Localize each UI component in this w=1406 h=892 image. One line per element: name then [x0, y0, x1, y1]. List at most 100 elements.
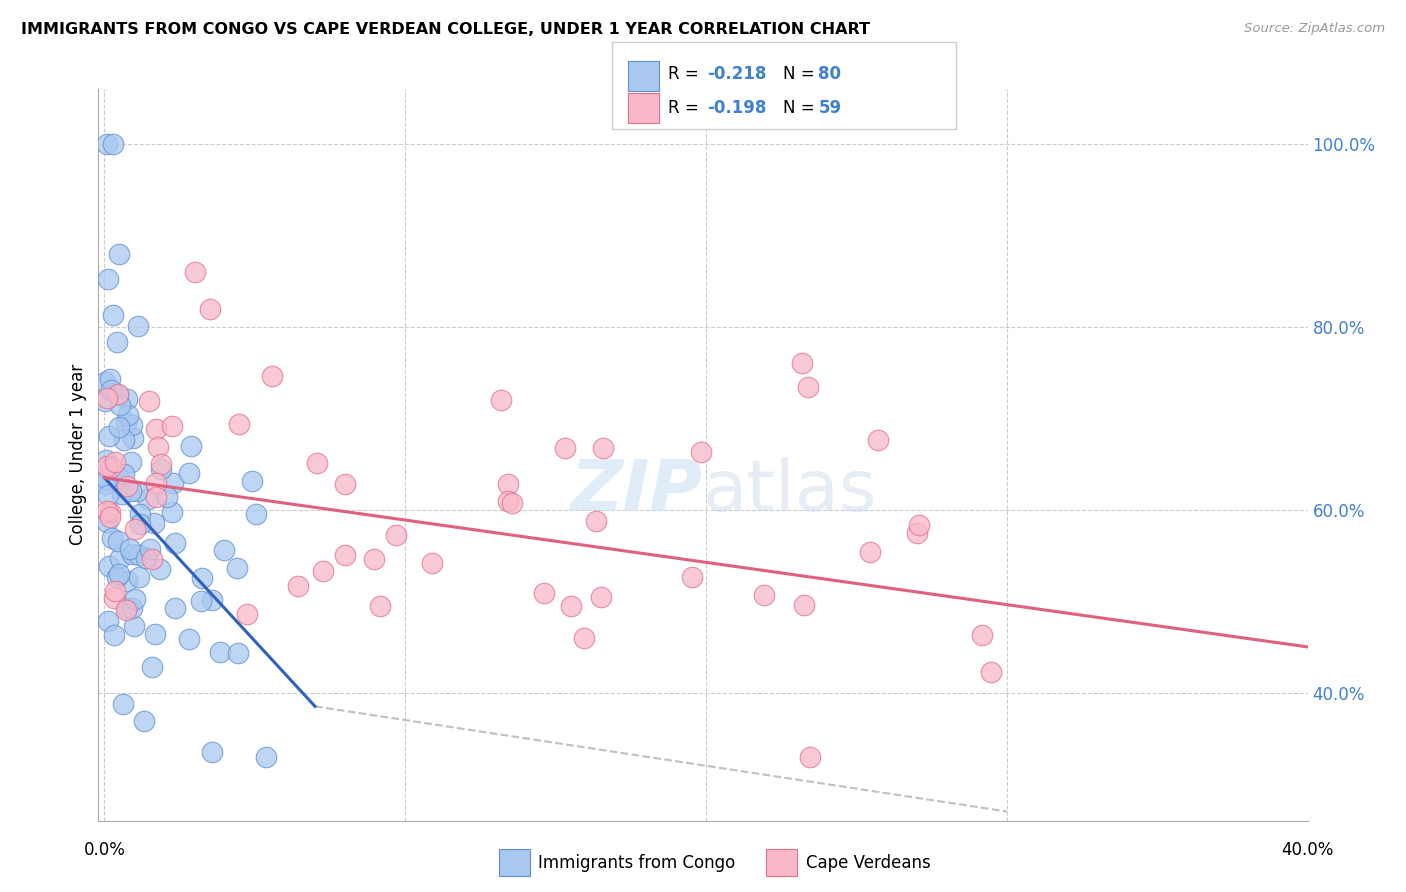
Text: -0.198: -0.198 [707, 99, 766, 117]
Point [859, 545, 882, 559]
Point [128, 548, 150, 562]
Point [127, 483, 149, 498]
Point [103, 591, 125, 605]
Text: Source: ZipAtlas.com: Source: ZipAtlas.com [1244, 22, 1385, 36]
Point [115, 603, 138, 617]
Point [868, 433, 890, 447]
Point [799, 749, 821, 764]
Point [115, 601, 138, 615]
Point [333, 476, 356, 491]
Point [198, 301, 221, 316]
Point [100, 459, 122, 474]
Point [589, 590, 612, 604]
Point [128, 570, 150, 584]
Point [907, 517, 929, 532]
Point [96, 391, 118, 405]
Point [180, 439, 202, 453]
Point [105, 570, 128, 584]
Text: ZIP: ZIP [571, 457, 703, 526]
Text: IMMIGRANTS FROM CONGO VS CAPE VERDEAN COLLEGE, UNDER 1 YEAR CORRELATION CHART: IMMIGRANTS FROM CONGO VS CAPE VERDEAN CO… [21, 22, 870, 37]
Point [501, 496, 523, 510]
Point [124, 522, 146, 536]
Point [385, 528, 408, 542]
Point [574, 631, 596, 645]
Y-axis label: College, Under 1 year: College, Under 1 year [69, 364, 87, 546]
Point [145, 422, 167, 436]
Point [190, 594, 212, 608]
Point [163, 536, 186, 550]
Point [121, 417, 143, 432]
Point [134, 714, 156, 729]
Point [103, 136, 125, 151]
Point [363, 552, 385, 566]
Point [111, 487, 134, 501]
Point [96, 515, 118, 529]
Point [136, 491, 159, 506]
Point [162, 475, 184, 490]
Point [149, 562, 172, 576]
Point [135, 551, 157, 566]
Point [560, 599, 582, 613]
Point [107, 534, 129, 549]
Point [754, 588, 776, 602]
Point [94, 477, 117, 491]
Point [226, 646, 249, 660]
Point [141, 660, 163, 674]
Point [150, 458, 173, 472]
Text: R =: R = [668, 65, 704, 83]
Text: 0.0%: 0.0% [83, 841, 125, 859]
Point [97, 429, 120, 443]
Point [120, 542, 142, 557]
Point [108, 246, 131, 260]
Point [245, 507, 267, 521]
Point [681, 570, 703, 584]
Point [792, 356, 814, 370]
Point [214, 543, 236, 558]
Point [101, 308, 124, 322]
Point [98, 558, 121, 573]
Point [93, 375, 115, 389]
Point [107, 470, 129, 484]
Text: N =: N = [783, 99, 820, 117]
Point [97, 272, 120, 286]
Point [200, 745, 222, 759]
Point [368, 599, 391, 613]
Point [112, 467, 135, 482]
Point [240, 474, 263, 488]
Text: Cape Verdeans: Cape Verdeans [806, 854, 931, 871]
Point [254, 749, 277, 764]
Point [142, 516, 165, 530]
Point [100, 383, 122, 397]
Point [138, 394, 160, 409]
Point [235, 607, 257, 621]
Text: -0.218: -0.218 [707, 65, 766, 83]
Point [104, 455, 127, 469]
Point [191, 571, 214, 585]
Point [101, 531, 124, 545]
Point [287, 579, 309, 593]
Text: 80: 80 [818, 65, 841, 83]
Point [129, 517, 152, 532]
Point [117, 408, 139, 422]
Point [420, 556, 443, 570]
Point [96, 459, 118, 474]
Point [209, 645, 232, 659]
Text: Immigrants from Congo: Immigrants from Congo [538, 854, 735, 871]
Point [98, 510, 121, 524]
Point [533, 585, 555, 599]
Point [94, 394, 117, 409]
Point [105, 335, 128, 350]
Point [201, 593, 224, 607]
Point [225, 561, 247, 575]
Point [117, 479, 139, 493]
Point [149, 462, 172, 476]
Point [110, 398, 132, 412]
Point [145, 627, 167, 641]
Text: atlas: atlas [703, 457, 877, 526]
Point [228, 417, 250, 431]
Point [498, 494, 520, 508]
Point [796, 380, 818, 394]
Point [104, 584, 127, 599]
Point [96, 504, 118, 518]
Point [98, 505, 121, 519]
